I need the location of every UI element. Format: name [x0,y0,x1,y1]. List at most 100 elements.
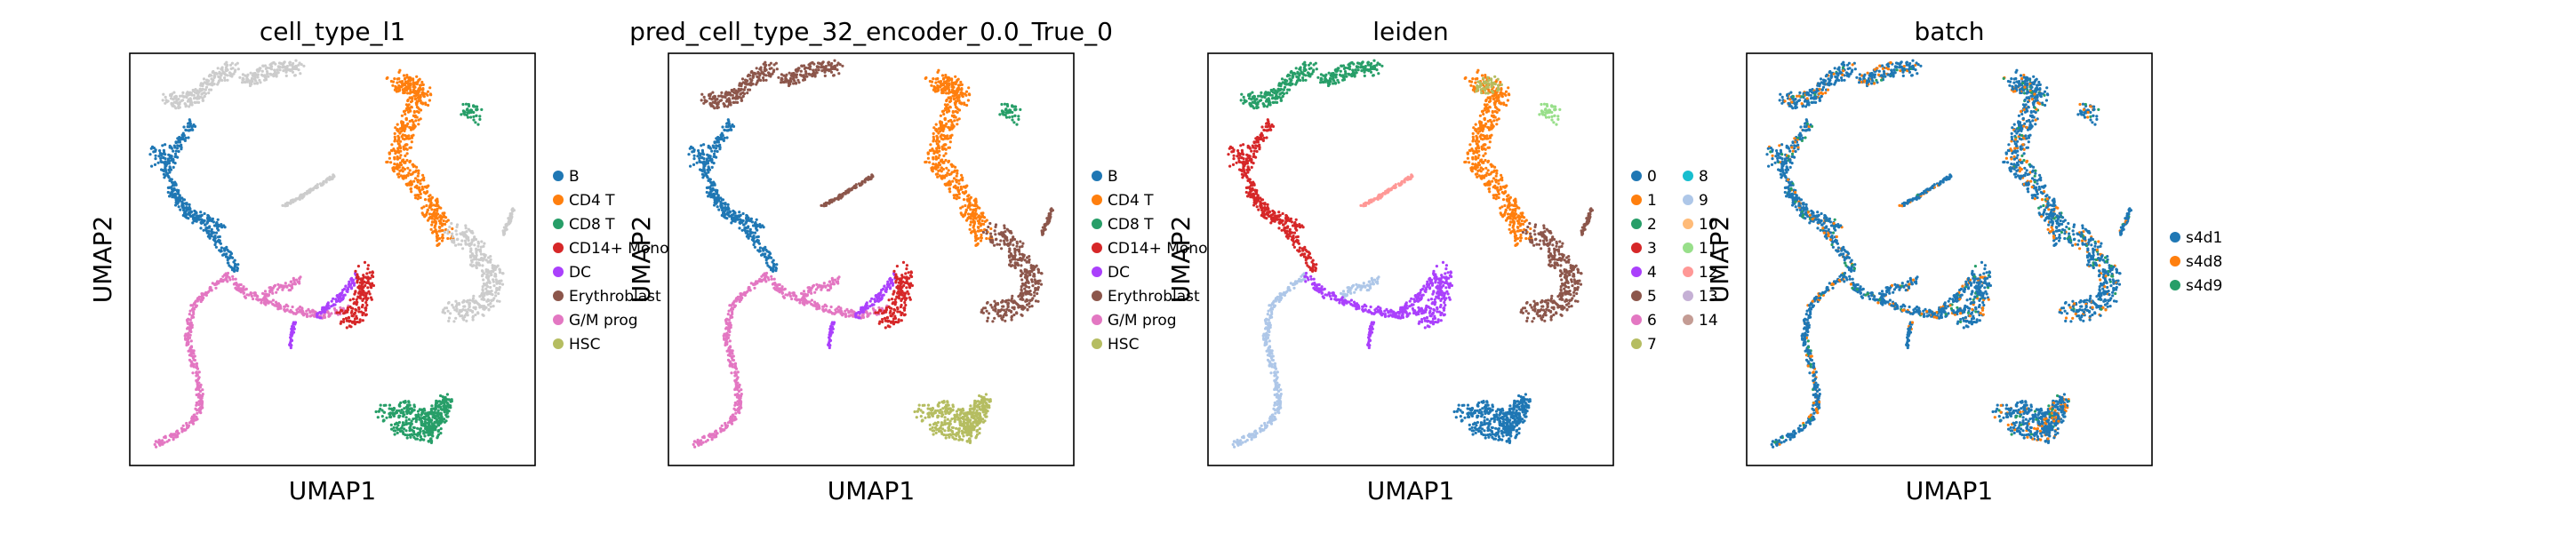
point [340,309,344,313]
point [807,289,811,292]
point [430,223,434,227]
point [820,288,823,291]
point [161,169,164,172]
point [192,418,196,421]
point [896,307,900,311]
point [232,282,236,286]
point [692,157,696,161]
point [334,298,338,301]
point [956,123,959,126]
point [451,240,454,243]
point [422,95,426,99]
point [747,73,750,76]
point [366,279,370,282]
point [400,426,404,429]
point [358,320,362,323]
point [902,295,907,298]
point [393,433,396,436]
point [781,295,785,298]
point [909,270,913,274]
point [491,293,494,297]
point [174,149,178,153]
point [472,118,476,122]
point [247,293,251,297]
point [891,283,894,287]
point [454,243,458,247]
point [283,60,286,64]
point [405,408,409,411]
point [320,307,324,312]
point [188,203,191,206]
point [171,195,174,199]
point [398,414,402,418]
point [828,338,831,341]
point [161,144,164,147]
point [886,324,890,328]
point [746,91,749,95]
point [173,195,177,199]
point [305,314,309,318]
point [409,100,413,104]
point [166,157,171,161]
point [732,218,736,221]
point [900,282,903,285]
point [434,408,437,411]
point [740,91,743,95]
point [472,294,476,298]
point [311,308,315,312]
point [482,292,485,296]
point [392,170,396,173]
point [870,304,874,307]
point [475,266,478,270]
point [708,178,712,181]
point [416,426,420,430]
point [902,308,907,312]
point [397,84,401,88]
point [188,118,191,122]
point [839,309,844,313]
point [759,68,763,71]
point [729,316,732,320]
point [415,418,419,422]
point [934,81,938,84]
point [168,146,172,149]
point [161,439,164,442]
point [175,198,179,202]
point [357,310,361,314]
point [205,231,209,235]
point [349,311,353,314]
point [251,79,254,84]
point [180,146,183,149]
legend-label: CD4 T [569,192,615,210]
point [415,115,419,119]
point [417,186,421,189]
point [372,274,375,279]
point [708,155,712,158]
point [402,158,405,162]
point [208,73,212,76]
point [353,321,356,324]
point [445,415,449,418]
point [951,94,955,98]
point [792,82,796,85]
point [343,293,347,297]
point [211,282,214,285]
point [710,149,714,153]
point [159,156,163,160]
point [293,65,297,68]
point [789,74,793,77]
point [841,64,844,68]
point [497,291,500,296]
point [202,77,206,81]
point [406,98,410,102]
point [310,314,314,317]
point [945,110,949,114]
point [764,271,769,275]
point [397,70,401,74]
point [395,426,398,430]
point [167,175,171,179]
point [770,274,773,278]
point [741,211,745,216]
point [828,346,831,350]
point [177,200,180,203]
